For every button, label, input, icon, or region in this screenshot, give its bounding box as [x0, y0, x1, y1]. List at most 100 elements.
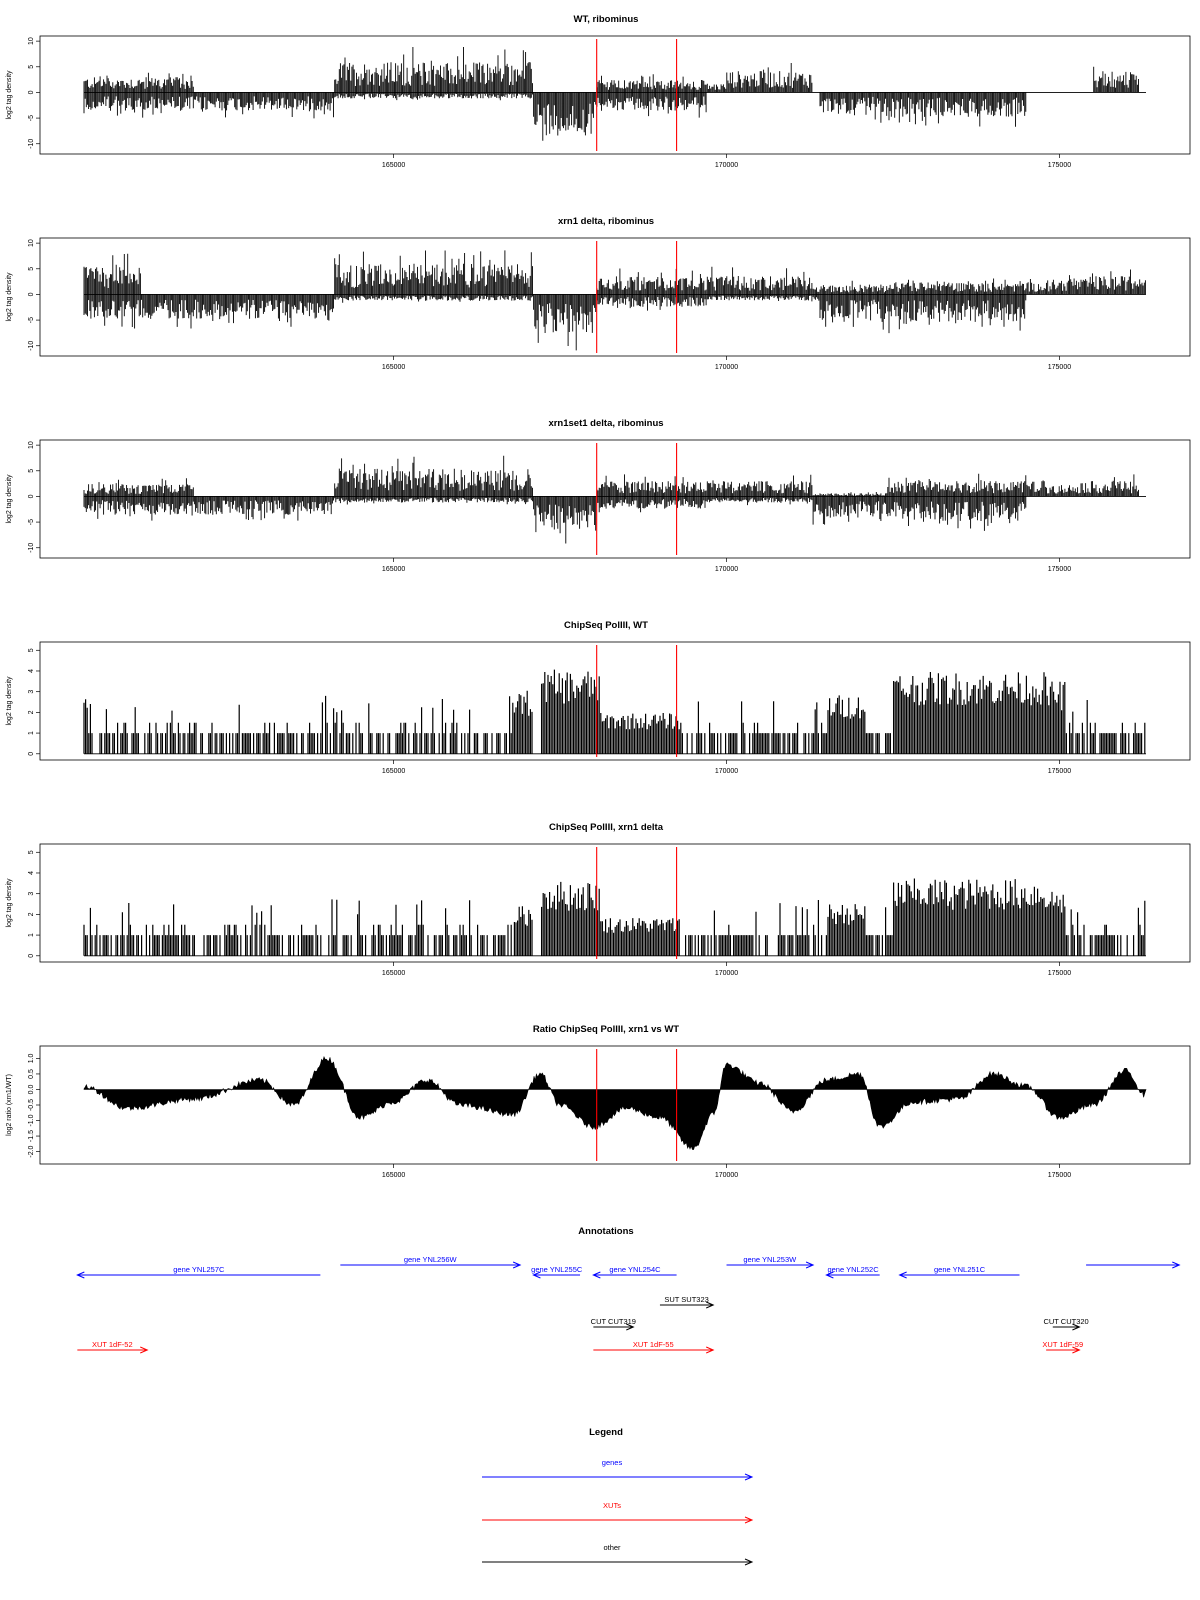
annotation-feature: gene YNL252C	[825, 1265, 880, 1279]
legend-arrowhead	[744, 1473, 754, 1481]
y-axis-label: log2 tag density	[6, 272, 13, 322]
x-tick-label: 170000	[715, 364, 738, 371]
y-tick-label: -0.5	[28, 1099, 35, 1111]
plot-frame	[39, 35, 1191, 155]
x-tick-label: 165000	[382, 1172, 405, 1179]
annotation-feature: gene YNL254C	[592, 1265, 677, 1279]
legend-title: Legend	[589, 1427, 623, 1438]
x-tick-label: 170000	[715, 1172, 738, 1179]
y-tick-label: 1	[28, 933, 35, 937]
feature-arrowhead	[532, 1271, 541, 1279]
track-panel: Ratio ChipSeq PolIII, xrn1 vs WT 1.0 0.5 0.…	[6, 1024, 1191, 1179]
feature-label: XUT 1dF-59	[1042, 1340, 1083, 1349]
feature-arrowhead	[898, 1271, 907, 1279]
feature-label: CUT CUT319	[591, 1317, 636, 1326]
legend-item: genes	[482, 1458, 754, 1481]
panel-title: xrn1 delta, ribominus	[558, 216, 654, 227]
signal-series	[83, 455, 1146, 544]
y-tick-label: 0	[28, 90, 35, 94]
panel-title: WT, ribominus	[574, 14, 639, 25]
y-axis-label: log2 tag density	[6, 878, 13, 928]
y-tick-label: -10	[28, 139, 35, 149]
signal-bars	[83, 47, 1139, 141]
x-tick-label: 175000	[1048, 162, 1071, 169]
x-tick-label: 175000	[1048, 1172, 1071, 1179]
x-tick-label: 175000	[1048, 768, 1071, 775]
annotation-feature: SUT SUT323	[659, 1295, 715, 1309]
feature-arrowhead	[706, 1346, 715, 1354]
legend-label: genes	[602, 1458, 623, 1467]
y-tick-label: -10	[28, 341, 35, 351]
y-tick-label: 0	[28, 954, 35, 958]
plot-frame	[39, 237, 1191, 357]
annotation-feature: CUT CUT319	[591, 1317, 636, 1331]
y-axis-label: log2 tag density	[6, 70, 13, 120]
y-tick-label: 5	[28, 850, 35, 854]
y-tick-label: 2	[28, 912, 35, 916]
feature-arrowhead	[626, 1323, 635, 1331]
feature-label: gene YNL252C	[827, 1265, 879, 1274]
feature-label: gene YNL255C	[531, 1265, 583, 1274]
annotation-feature	[1086, 1261, 1181, 1269]
legend-arrowhead	[744, 1516, 754, 1524]
y-tick-label: 4	[28, 669, 35, 673]
legend-item: other	[482, 1543, 754, 1566]
track-panel: ChipSeq PolIII, WT 5 4 3 2 1 0 log2 tag density…	[6, 620, 1191, 775]
signal-series	[83, 250, 1146, 351]
legend-items: genes XUTs other	[482, 1458, 754, 1566]
annotation-features: gene YNL257C gene YNL256W gene YNL255C gene…	[76, 1255, 1181, 1354]
y-tick-label: 4	[28, 871, 35, 875]
x-tick-label: 165000	[382, 364, 405, 371]
annotations-title: Annotations	[578, 1226, 633, 1237]
annotation-feature: gene YNL253W	[726, 1255, 815, 1269]
feature-label: gene YNL257C	[173, 1265, 225, 1274]
feature-label: gene YNL256W	[404, 1255, 458, 1264]
x-tick-label: 175000	[1048, 566, 1071, 573]
signal-series	[83, 878, 1146, 957]
signal-series	[83, 1055, 1147, 1150]
feature-label: gene YNL253W	[743, 1255, 797, 1264]
panel-title: Ratio ChipSeq PolIII, xrn1 vs WT	[533, 1024, 679, 1035]
feature-label: gene YNL254C	[609, 1265, 661, 1274]
y-axis-label: log2 tag density	[6, 474, 13, 524]
annotation-feature: XUT 1dF-59	[1042, 1340, 1083, 1354]
annotation-feature: XUT 1dF-55	[593, 1340, 715, 1354]
track-panel: ChipSeq PolIII, xrn1 delta 5 4 3 2 1 0 log2 tag…	[6, 822, 1191, 977]
x-tick-label: 170000	[715, 566, 738, 573]
feature-arrowhead	[512, 1261, 522, 1269]
feature-arrowhead	[1072, 1323, 1081, 1331]
y-tick-label: 0.0	[28, 1085, 35, 1095]
feature-label: XUT 1dF-55	[633, 1340, 674, 1349]
legend-arrowhead	[744, 1558, 754, 1566]
feature-arrowhead	[76, 1271, 85, 1279]
y-tick-label: 0	[28, 752, 35, 756]
y-tick-label: -1.5	[28, 1130, 35, 1142]
y-tick-label: 5	[28, 267, 35, 271]
signal-series	[83, 47, 1146, 141]
y-tick-label: 2	[28, 710, 35, 714]
y-axis-label: log2 ratio (xrn1/WT)	[6, 1074, 13, 1136]
y-tick-label: -5	[28, 317, 35, 323]
signal-bars	[83, 878, 1146, 956]
feature-label: SUT SUT323	[664, 1295, 708, 1304]
feature-label: CUT CUT320	[1043, 1317, 1088, 1326]
y-tick-label: 0.5	[28, 1069, 35, 1079]
legend-label: other	[603, 1543, 621, 1552]
feature-arrowhead	[1072, 1346, 1081, 1354]
feature-label: XUT 1dF-52	[92, 1340, 133, 1349]
y-tick-label: 3	[28, 690, 35, 694]
feature-label: gene YNL251C	[934, 1265, 986, 1274]
signal-bars	[83, 250, 1146, 351]
y-tick-label: 0	[28, 494, 35, 498]
annotation-feature: gene YNL251C	[898, 1265, 1020, 1279]
x-tick-label: 175000	[1048, 364, 1071, 371]
x-tick-label: 170000	[715, 970, 738, 977]
legend-item: XUTs	[482, 1501, 754, 1524]
y-tick-label: 1.0	[28, 1053, 35, 1063]
feature-arrowhead	[825, 1271, 834, 1279]
y-tick-label: -10	[28, 543, 35, 553]
y-tick-label: 0	[28, 292, 35, 296]
y-tick-label: 1	[28, 731, 35, 735]
